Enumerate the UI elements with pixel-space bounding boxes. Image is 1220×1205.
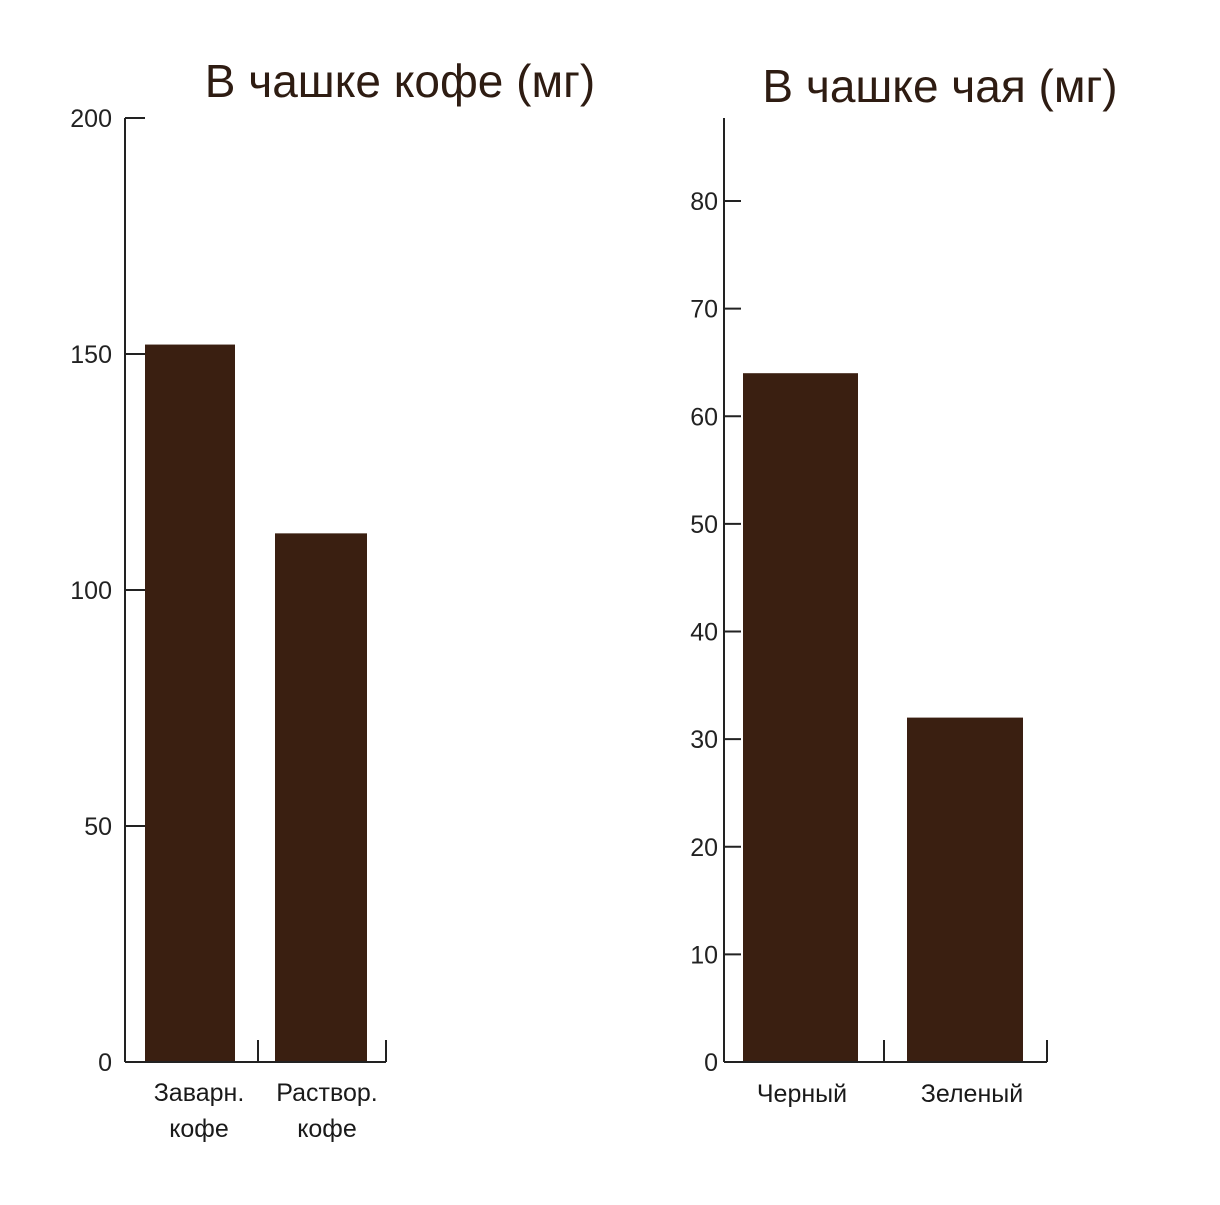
y-tick-label: 40: [690, 619, 718, 647]
y-tick-label: 0: [98, 1049, 112, 1077]
chart-title: В чашке чая (мг): [762, 60, 1117, 112]
chart-title: В чашке кофе (мг): [205, 55, 595, 107]
y-tick-label: 150: [70, 341, 112, 369]
y-tick-label: 50: [84, 813, 112, 841]
y-tick-label: 80: [690, 188, 718, 216]
bar: [145, 344, 235, 1062]
tea-chart: В чашке чая (мг) 0 10 20 30 40 50 60 70 80 Черный З…: [690, 60, 1117, 1108]
y-tick-label: 200: [70, 105, 112, 133]
y-tick-label: 70: [690, 296, 718, 324]
x-tick-label: кофе: [169, 1115, 229, 1143]
y-tick-label: 10: [690, 941, 718, 969]
x-tick-label: Зеленый: [921, 1080, 1023, 1108]
x-tick-label: Черный: [757, 1080, 847, 1108]
bar: [743, 373, 858, 1062]
x-tick-label: Раствор.: [276, 1079, 377, 1107]
x-tick-label: Заварн.: [154, 1079, 245, 1107]
y-tick-label: 20: [690, 834, 718, 862]
bar: [907, 717, 1023, 1062]
coffee-chart: В чашке кофе (мг) 0 50 100 150 200 Заварн. кофе…: [70, 55, 595, 1143]
y-tick-label: 100: [70, 577, 112, 605]
x-tick-label: кофе: [297, 1115, 357, 1143]
y-tick-label: 0: [704, 1049, 718, 1077]
y-tick-label: 60: [690, 403, 718, 431]
y-tick-label: 30: [690, 726, 718, 754]
bar: [275, 533, 367, 1062]
y-tick-label: 50: [690, 511, 718, 539]
